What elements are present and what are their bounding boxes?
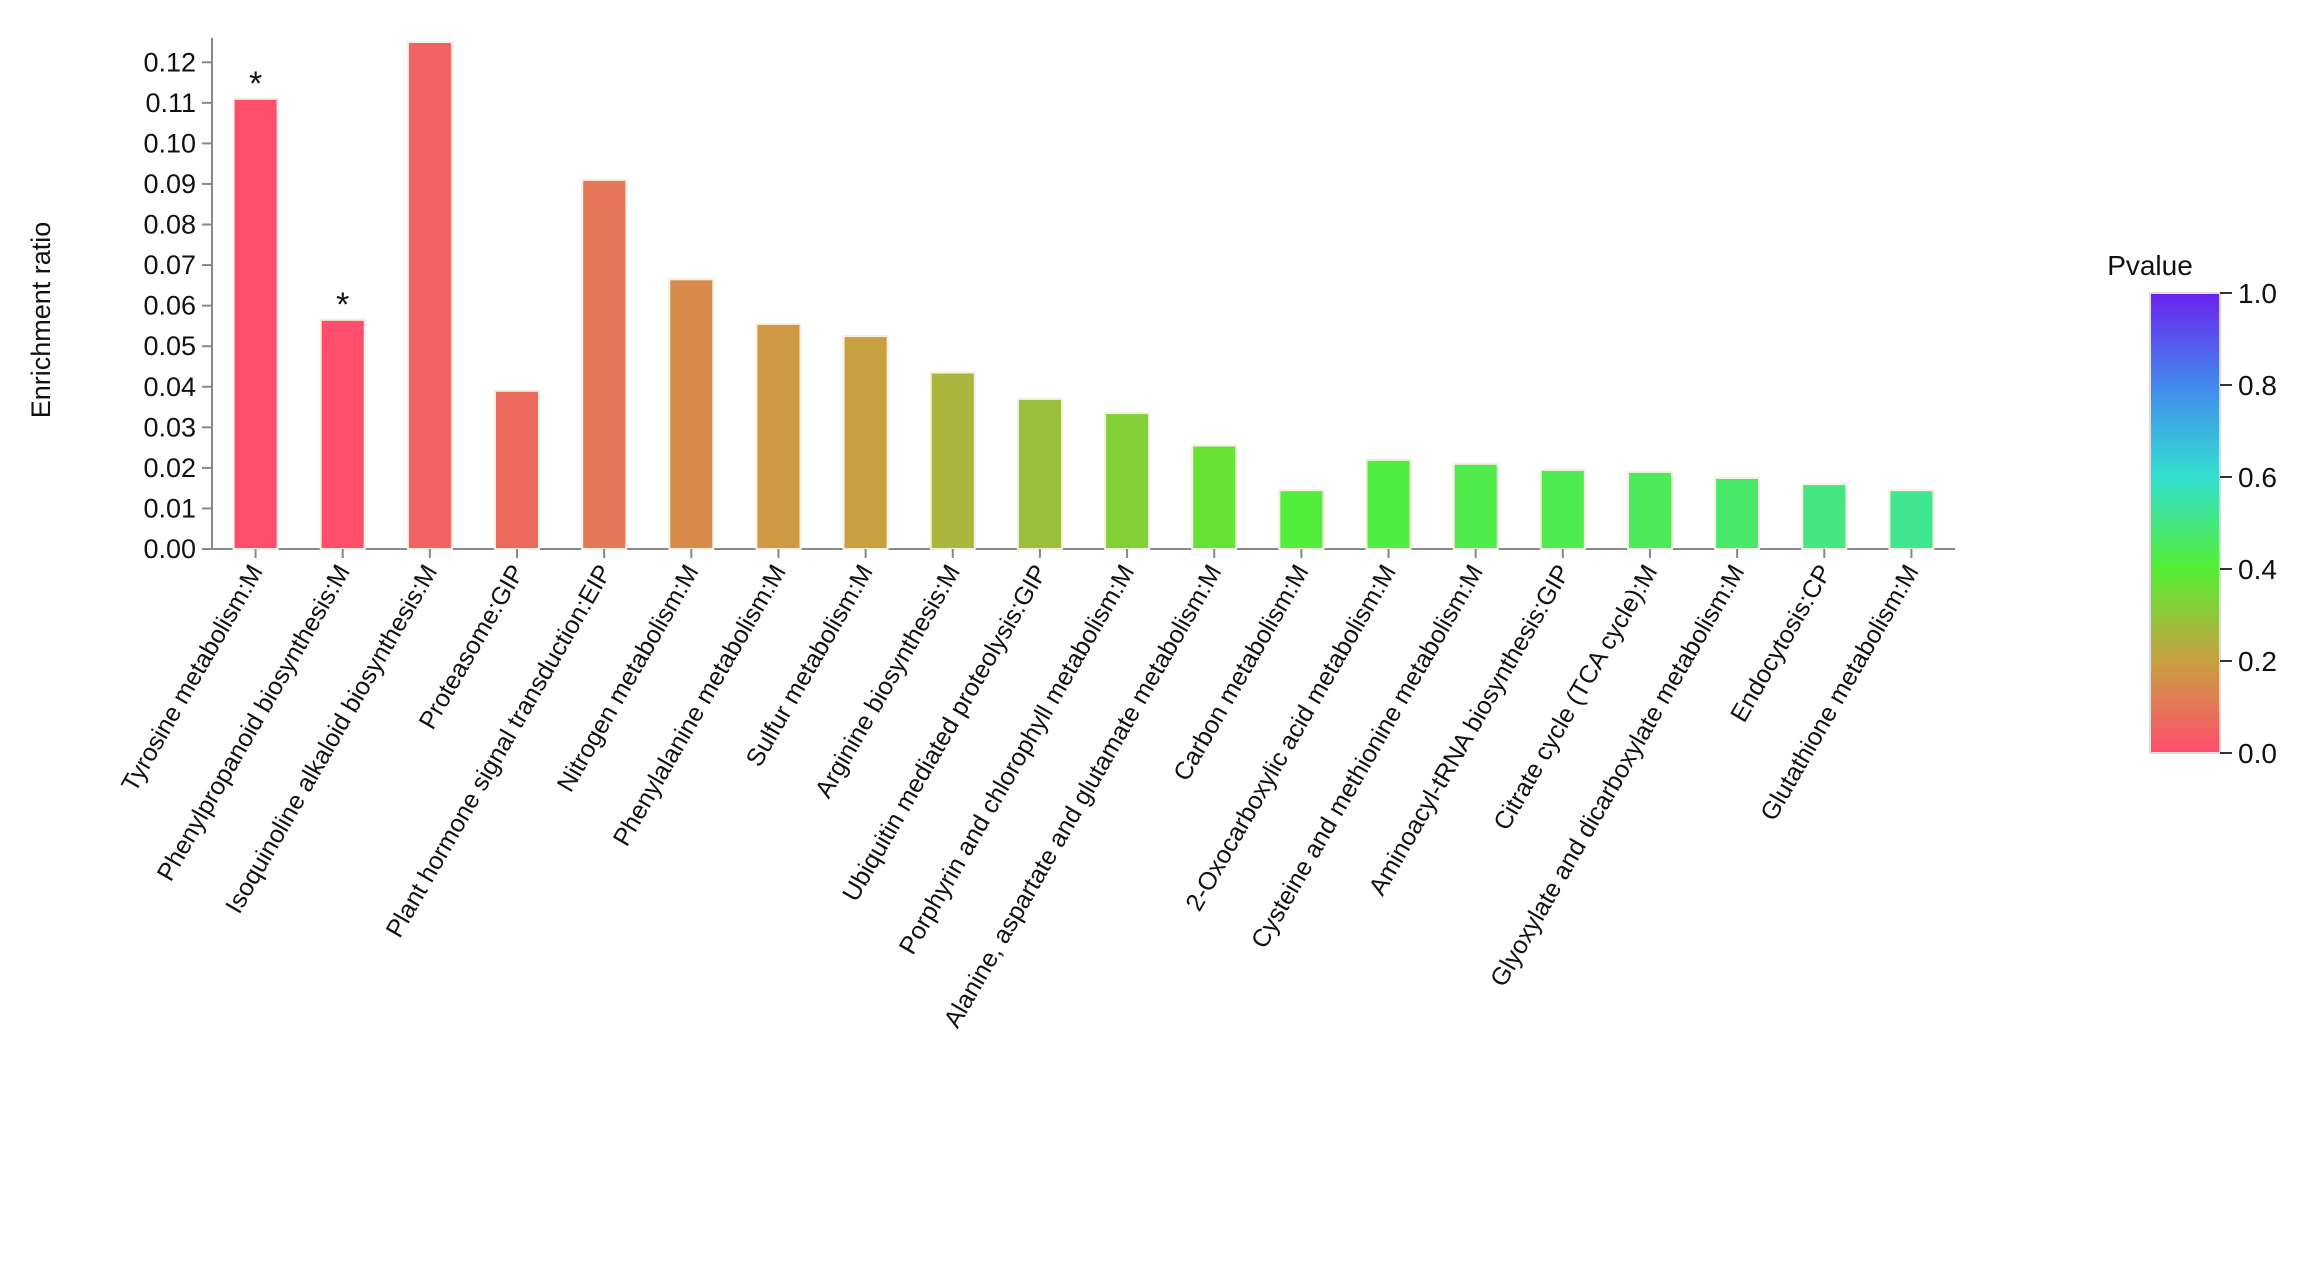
y-axis-title: Enrichment ratio — [26, 222, 56, 419]
significance-marker: * — [336, 286, 349, 324]
bar — [406, 41, 453, 550]
bar — [1365, 458, 1412, 550]
y-tick-label: 0.10 — [143, 128, 196, 158]
colorbar-title: Pvalue — [2107, 250, 2193, 281]
bar — [581, 178, 628, 550]
bar — [1539, 468, 1586, 550]
bar — [1278, 489, 1325, 551]
y-tick-label: 0.12 — [143, 47, 196, 77]
bar — [1452, 462, 1499, 550]
bar — [1888, 489, 1935, 551]
bar — [1714, 477, 1761, 550]
bar — [319, 318, 366, 550]
x-category-label: Phenylalanine metabolism:M — [608, 560, 792, 851]
significance-marker: * — [249, 65, 262, 103]
bar — [1627, 470, 1673, 550]
colorbar-tick-label: 0.6 — [2238, 462, 2277, 493]
y-tick-label: 0.06 — [143, 291, 196, 321]
bar — [494, 389, 540, 550]
y-tick-label: 0.11 — [145, 88, 196, 118]
bar — [929, 371, 976, 550]
pvalue-colorbar: Pvalue 0.0 0.2 0.4 0.6 0.8 1.0 — [2107, 250, 2277, 769]
bar — [668, 278, 715, 550]
x-category-label: Glutathione metabolism:M — [1755, 560, 1924, 825]
y-tick-label: 0.02 — [143, 453, 196, 483]
y-tick-label: 0.03 — [143, 412, 196, 442]
colorbar-tick-label: 0.4 — [2238, 554, 2277, 585]
y-tick-label: 0.09 — [143, 169, 196, 199]
bar — [1191, 444, 1238, 551]
y-tick-label: 0.01 — [143, 493, 196, 523]
colorbar-ticks: 0.0 0.2 0.4 0.6 0.8 1.0 — [2220, 278, 2277, 769]
y-tick-label: 0.05 — [143, 331, 196, 361]
x-category-label: Citrate cycle (TCA cycle):M — [1488, 560, 1663, 835]
y-tick-label: 0.07 — [143, 250, 196, 280]
bar — [232, 97, 279, 551]
y-tick-label: 0.00 — [143, 534, 196, 564]
bar — [755, 322, 802, 550]
bar — [1104, 412, 1151, 550]
y-tick-label: 0.08 — [143, 210, 196, 240]
plot-area: 0.00 0.01 0.02 0.03 0.04 0.05 0.06 0.07 0.08 0.09… — [116, 38, 1955, 1033]
bar — [1801, 483, 1848, 551]
colorbar-tick-label: 1.0 — [2238, 278, 2277, 309]
colorbar-gradient — [2149, 292, 2221, 754]
y-tick-label: 0.04 — [143, 372, 196, 402]
bar — [842, 335, 889, 550]
bar — [1016, 397, 1063, 550]
colorbar-tick-label: 0.0 — [2238, 738, 2277, 769]
colorbar-tick-label: 0.2 — [2238, 646, 2277, 677]
colorbar-tick-label: 0.8 — [2238, 370, 2277, 401]
